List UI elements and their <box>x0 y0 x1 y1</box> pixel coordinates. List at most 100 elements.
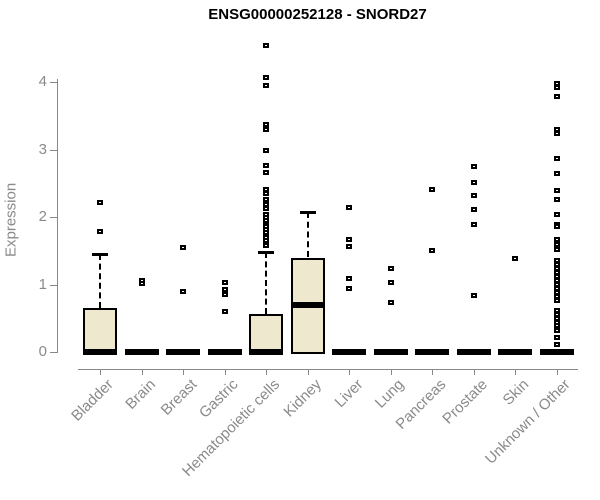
x-axis-tick <box>224 369 226 375</box>
median-line <box>249 349 284 355</box>
outlier-point <box>263 169 270 175</box>
outlier-point <box>553 293 560 299</box>
y-tick-label: 0 <box>38 343 47 360</box>
outlier-point <box>263 42 270 48</box>
outlier-point <box>263 148 270 154</box>
x-axis-tick <box>349 369 351 375</box>
x-tick-label: Skin <box>499 376 533 409</box>
outlier-point <box>387 279 394 285</box>
x-tick-label: Kidney <box>280 376 325 421</box>
outlier-point <box>553 237 560 243</box>
x-tick-label: Bladder <box>68 376 118 425</box>
outlier-point <box>553 211 560 217</box>
outlier-point <box>553 131 560 137</box>
y-tick-label: 2 <box>38 208 47 225</box>
outlier-point <box>553 262 560 268</box>
outlier-point <box>553 156 560 162</box>
outlier-point <box>221 291 228 297</box>
box <box>249 313 284 354</box>
x-tick-label: Lung <box>372 376 408 412</box>
outlier-point <box>553 298 560 304</box>
outlier-point <box>512 255 519 261</box>
outlier-point <box>387 300 394 306</box>
outlier-point <box>553 281 560 287</box>
y-axis-tick <box>50 284 57 286</box>
outlier-point <box>470 293 477 299</box>
outlier-point <box>263 74 270 80</box>
chart-title: ENSG00000252128 - SNORD27 <box>208 6 427 23</box>
outlier-point <box>470 206 477 212</box>
outlier-point <box>221 308 228 314</box>
outlier-point <box>97 200 103 206</box>
outlier-point <box>553 81 560 87</box>
y-axis-tick <box>50 82 57 83</box>
outlier-point <box>553 197 560 203</box>
zero-box-bar <box>166 349 201 355</box>
outlier-point <box>263 243 270 249</box>
outlier-point <box>263 163 270 169</box>
outlier-point <box>553 323 560 328</box>
outlier-point <box>138 281 145 287</box>
outlier-point <box>263 205 270 211</box>
zero-box-bar <box>207 349 242 355</box>
x-tick-label: Prostate <box>439 376 491 428</box>
outlier-point <box>263 201 270 207</box>
outlier-point <box>263 121 270 127</box>
outlier-point <box>553 127 560 133</box>
y-tick-label: 3 <box>38 140 47 158</box>
outlier-point <box>387 265 394 271</box>
outlier-point <box>470 193 477 199</box>
outlier-point <box>346 276 353 282</box>
outlier-point <box>553 316 560 322</box>
x-axis-tick <box>473 369 475 375</box>
outlier-point <box>553 242 560 247</box>
outlier-point <box>263 127 270 133</box>
whisker-upper <box>99 254 101 309</box>
outlier-point <box>346 285 353 291</box>
outlier-point <box>553 93 560 99</box>
x-axis-tick <box>390 369 392 375</box>
zero-box-bar <box>415 349 450 355</box>
outlier-point <box>553 224 560 230</box>
y-axis-title: Expression <box>2 182 20 258</box>
x-axis-tick <box>515 369 517 375</box>
zero-box-bar <box>498 349 533 355</box>
outlier-point <box>553 273 560 279</box>
outlier-point <box>346 204 353 210</box>
zero-box-bar <box>373 349 408 355</box>
outlier-point <box>221 280 228 286</box>
x-axis-tick <box>183 369 185 375</box>
outlier-point <box>263 186 270 192</box>
outlier-point <box>263 197 270 203</box>
outlier-point <box>553 328 560 334</box>
x-axis-tick <box>556 369 558 375</box>
outlier-point <box>97 229 103 235</box>
zero-box-bar <box>124 349 159 355</box>
zero-box-bar <box>332 349 367 355</box>
y-axis-tick <box>50 149 57 151</box>
x-tick-label: Brain <box>121 376 159 413</box>
box <box>83 308 117 354</box>
zero-box-bar <box>456 349 491 355</box>
outlier-point <box>263 191 270 197</box>
whisker-cap <box>299 210 316 214</box>
outlier-point <box>346 236 353 242</box>
outlier-point <box>470 164 477 170</box>
outlier-point <box>221 287 228 293</box>
x-axis-tick <box>100 369 101 375</box>
outlier-point <box>429 187 436 193</box>
outlier-point <box>346 244 353 250</box>
x-tick-label: Liver <box>331 376 367 412</box>
outlier-point <box>263 82 270 88</box>
outlier-point <box>470 222 477 228</box>
outlier-point <box>553 289 560 295</box>
outlier-point <box>553 285 560 291</box>
outlier-point <box>553 269 560 275</box>
zero-box-bar <box>539 349 574 355</box>
outlier-point <box>429 248 436 254</box>
whisker-upper <box>306 211 309 258</box>
whisker-upper <box>265 252 268 314</box>
outlier-point <box>553 312 560 318</box>
outlier-point <box>553 258 560 264</box>
